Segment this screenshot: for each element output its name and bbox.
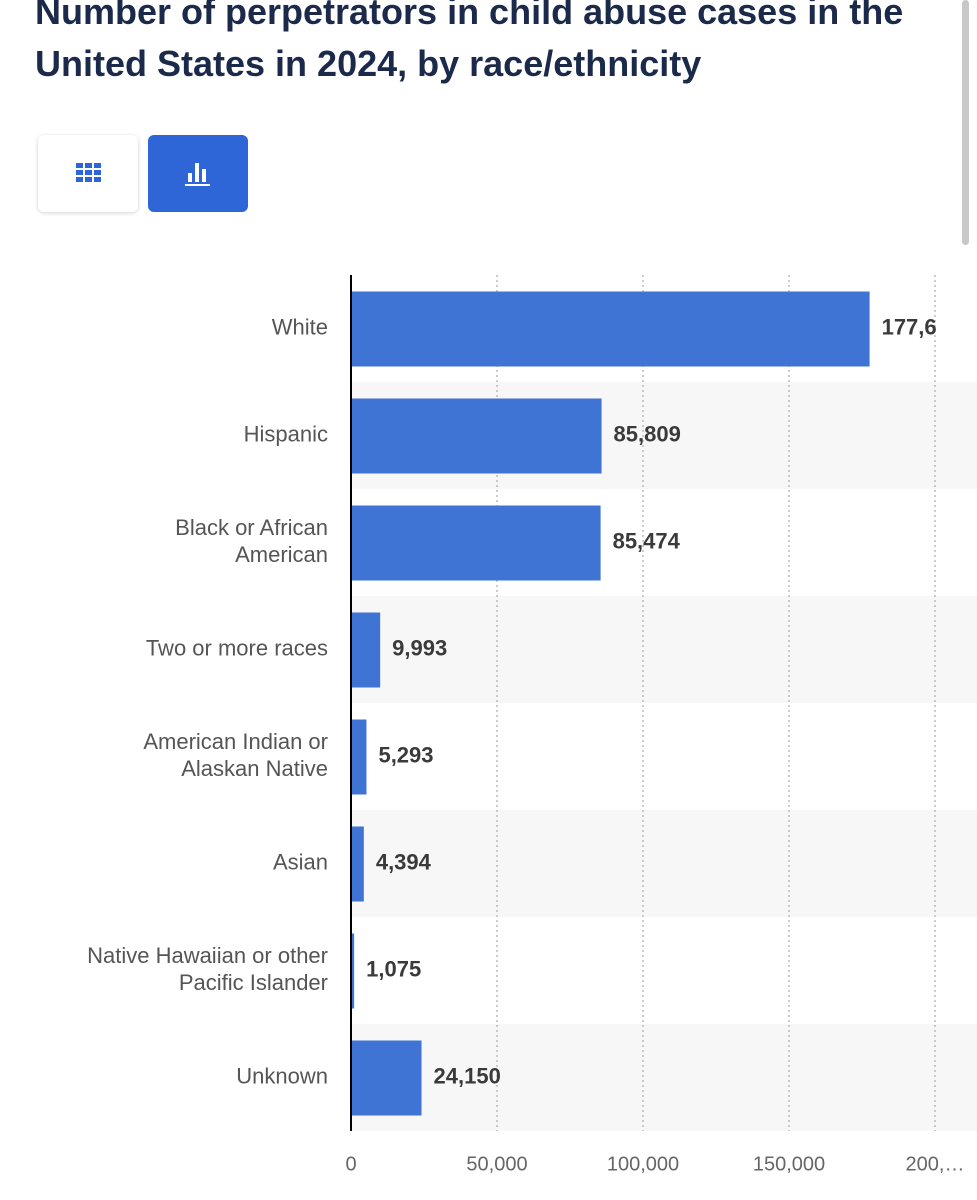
value-label: 4,394 — [376, 849, 432, 874]
bar — [351, 612, 381, 688]
category-label: American Indian or Alaskan Native — [143, 729, 328, 781]
value-label: 9,993 — [392, 635, 447, 660]
row-band — [351, 382, 977, 489]
category-label-line: White — [272, 314, 328, 339]
category-label: Unknown — [236, 1063, 328, 1088]
value-label: 85,809 — [614, 421, 681, 446]
x-tick-label: 200,… — [906, 1153, 965, 1175]
category-label: Hispanic — [244, 421, 328, 446]
x-tick-label: 100,000 — [607, 1153, 679, 1175]
bar — [351, 505, 601, 581]
x-tick-label: 150,000 — [753, 1153, 825, 1175]
value-label: 85,474 — [613, 528, 681, 553]
category-label-line: Native Hawaiian or other — [87, 943, 328, 968]
value-label: 5,293 — [378, 742, 433, 767]
category-label-line: Pacific Islander — [179, 970, 328, 995]
chart-title: Number of perpetrators in child abuse ca… — [35, 0, 904, 84]
bar — [351, 291, 870, 367]
bar — [351, 826, 364, 902]
grid-icon — [76, 163, 101, 182]
category-label-line: American — [235, 542, 328, 567]
category-label-line: Alaskan Native — [181, 756, 328, 781]
category-label-line: Black or African — [175, 515, 328, 540]
category-label-line: Unknown — [236, 1063, 328, 1088]
bar — [351, 933, 355, 1009]
category-label-line: Hispanic — [244, 421, 328, 446]
x-tick-label: 0 — [345, 1153, 356, 1175]
scrollbar — [962, 0, 969, 245]
bar — [351, 398, 602, 474]
category-label-line: Asian — [273, 849, 328, 874]
category-label: White — [272, 314, 328, 339]
bar — [351, 719, 367, 795]
value-label: 1,075 — [366, 956, 421, 981]
category-label-line: American Indian or — [143, 729, 328, 754]
x-tick-label: 50,000 — [466, 1153, 527, 1175]
bar — [351, 1040, 422, 1116]
table-view-button[interactable] — [38, 135, 138, 212]
category-label: Native Hawaiian or other Pacific Islander — [87, 943, 328, 995]
value-label: 177,6 — [882, 314, 937, 339]
value-label: 24,150 — [434, 1063, 501, 1088]
chart-view-button[interactable] — [148, 135, 248, 212]
category-label-line: Two or more races — [146, 635, 328, 660]
category-label: Asian — [273, 849, 328, 874]
bar-icon — [185, 163, 210, 186]
row-band — [351, 810, 977, 917]
category-label: Two or more races — [146, 635, 328, 660]
row-band — [351, 1024, 977, 1131]
category-label: Black or African American — [175, 515, 328, 567]
row-band — [351, 596, 977, 703]
